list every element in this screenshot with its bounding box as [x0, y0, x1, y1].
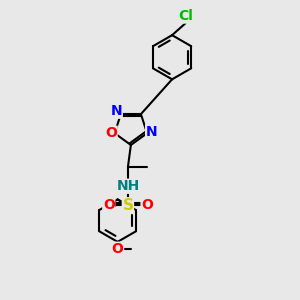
- Text: O: O: [105, 126, 117, 140]
- Text: O: O: [112, 242, 124, 256]
- Text: O: O: [141, 198, 153, 212]
- Text: N: N: [111, 104, 122, 118]
- Text: Cl: Cl: [178, 9, 193, 23]
- Text: S: S: [122, 198, 134, 213]
- Text: N: N: [146, 125, 157, 139]
- Text: O: O: [103, 198, 115, 212]
- Text: NH: NH: [116, 179, 140, 193]
